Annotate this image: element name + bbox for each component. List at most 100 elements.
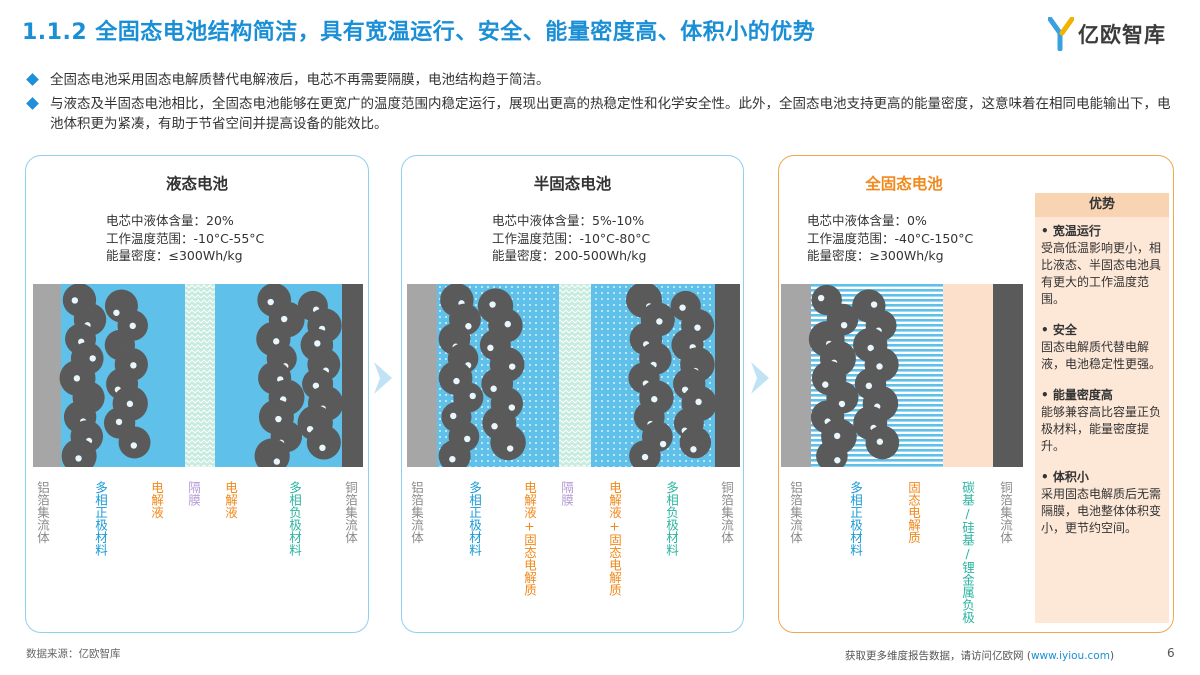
- layer-label: 固态电解质: [906, 481, 921, 544]
- bullet-item: 全固态电池采用固态电解质替代电解液后，电芯不再需要隔膜，电池结构趋于简洁。: [26, 70, 1176, 90]
- ion-dot: [506, 445, 514, 452]
- ion-dot: [73, 375, 81, 382]
- advantages-title: 优势: [1035, 193, 1169, 217]
- anode-layer: [943, 284, 993, 467]
- ion-dot: [449, 455, 456, 463]
- separator-layer: [559, 284, 591, 467]
- advantage-title: • 宽温运行: [1041, 224, 1101, 238]
- ion-dot: [865, 382, 873, 390]
- page-number: 6: [1167, 646, 1175, 660]
- bullet-text: 与液态及半固态电池相比，全固态电池能够在更宽广的温度范围内稳定运行，展现出更高的…: [50, 96, 1171, 132]
- advantage-item: • 体积小 采用固态电解质后无需隔膜，电池整体体积变小，更节约空间。: [1041, 469, 1163, 537]
- ion-dot: [679, 304, 686, 311]
- logo-text: 亿欧智库: [1078, 23, 1166, 47]
- layer-label: 电解液: [223, 481, 238, 519]
- advantage-title: • 安全: [1041, 323, 1077, 337]
- ion-dot: [314, 340, 321, 347]
- layer-label: 铜箔集流体: [998, 481, 1013, 544]
- panel-title: 半固态电池: [533, 175, 612, 193]
- ion-dot: [876, 438, 884, 445]
- ion-dot: [312, 382, 320, 389]
- ion-dot: [641, 453, 649, 461]
- battery-diagram: [407, 284, 740, 467]
- panel-title: 全固态电池: [865, 175, 943, 193]
- ion-dot: [504, 320, 511, 328]
- bullet-item: 与液态及半固态电池相比，全固态电池能够在更宽广的温度范围内稳定运行，展现出更高的…: [26, 94, 1176, 134]
- advantage-title: • 能量密度高: [1041, 388, 1113, 402]
- layer-label: 碳基/硅基/锂金属负极: [960, 481, 975, 624]
- yiou-logo-icon: [1047, 16, 1075, 52]
- bullet-text: 全固态电池采用固态电解质替代电解液后，电芯不再需要隔膜，电池结构趋于简洁。: [50, 72, 550, 88]
- ion-dot: [838, 400, 846, 408]
- ion-dot: [489, 301, 496, 308]
- cathode-particles: [59, 284, 151, 467]
- advantage-body: 受高低温影响更小，相比液态、半固态电池具有更大的工作温度范围。: [1041, 241, 1162, 306]
- layer-label: 电解液+固态电解质: [607, 481, 622, 596]
- active-particle: [438, 439, 471, 467]
- active-particle: [61, 438, 97, 467]
- ion-dot: [129, 322, 136, 330]
- layer-label: 电解液: [149, 481, 164, 519]
- active-particle: [254, 438, 290, 467]
- advantage-title: • 体积小: [1041, 470, 1089, 484]
- layer-label: 铝箔集流体: [35, 481, 50, 544]
- ion-dot: [651, 396, 658, 403]
- layer-label: 多相正极材料: [467, 481, 482, 556]
- ion-dot: [273, 458, 281, 465]
- spec-energy-density: 能量密度：≤300Wh/kg: [106, 248, 243, 263]
- diamond-icon: [26, 73, 39, 86]
- aluminum-collector: [407, 284, 437, 467]
- footer-note: 获取更多维度报告数据，请访问亿欧网 (www.iyiou.com): [845, 648, 1114, 663]
- separator-layer: [185, 284, 215, 467]
- battery-diagram: [33, 284, 363, 467]
- data-source: 数据来源：亿欧智库: [26, 648, 121, 660]
- ion-dot: [659, 440, 667, 448]
- arrow-right-icon: [749, 358, 773, 398]
- ion-dot: [464, 435, 471, 443]
- ion-dot: [71, 297, 79, 304]
- ion-dot: [834, 457, 841, 464]
- spec-energy-density: 能量密度：200-500Wh/kg: [492, 248, 647, 263]
- ion-dot: [275, 415, 282, 423]
- arrow-right-icon: [372, 358, 396, 398]
- layer-label: 铝箔集流体: [409, 481, 424, 544]
- advantage-item: • 安全 固态电解质代替电解液，电池稳定性更强。: [1041, 322, 1163, 373]
- ion-dot: [508, 404, 516, 411]
- anode-particles: [254, 284, 344, 467]
- ion-dot: [817, 294, 825, 302]
- spec-temp-range: 工作温度范围：-10°C-80°C: [492, 230, 651, 246]
- diamond-icon: [26, 97, 39, 110]
- spec-liquid-content: 电芯中液体含量：20%: [106, 213, 234, 228]
- footer-text: 获取更多维度报告数据，请访问亿欧网 (: [845, 650, 1031, 662]
- semi-solid-battery-panel: 半固态电池 电芯中液体含量：5%-10% 工作温度范围：-10°C-80°C 能…: [401, 155, 744, 633]
- active-particle: [490, 424, 526, 461]
- ion-dot: [656, 318, 663, 325]
- ion-dot: [694, 324, 701, 331]
- ion-dot: [75, 455, 82, 462]
- ion-dot: [465, 323, 472, 330]
- ion-dot: [840, 321, 848, 329]
- active-particle: [679, 426, 712, 459]
- ion-dot: [280, 315, 288, 323]
- ion-dot: [130, 362, 137, 369]
- ion-dot: [487, 344, 494, 352]
- advantage-item: • 宽温运行 受高低温影响更小，相比液态、半固态电池具有更大的工作温度范围。: [1041, 223, 1163, 308]
- anode-particles: [626, 284, 717, 467]
- layer-label: 多相负极材料: [664, 481, 679, 556]
- ion-dot: [491, 423, 498, 430]
- advantage-body: 能够兼容高比容量正负极材料，能量密度提升。: [1041, 405, 1162, 453]
- ion-dot: [867, 344, 874, 352]
- aluminum-collector: [781, 284, 811, 467]
- footer-close: ): [1109, 650, 1115, 662]
- layer-label: 隔膜: [186, 481, 201, 506]
- copper-collector: [715, 284, 740, 467]
- advantage-item: • 能量密度高 能够兼容高比容量正负极材料，能量密度提升。: [1041, 387, 1163, 455]
- cathode-particles: [808, 284, 900, 467]
- active-particle: [306, 425, 341, 460]
- ion-dot: [870, 301, 878, 308]
- all-solid-battery-panel: 全固态电池 电芯中液体含量：0% 工作温度范围：-40°C-150°C 能量密度…: [778, 155, 1174, 633]
- spec-temp-range: 工作温度范围：-40°C-150°C: [807, 230, 974, 246]
- ion-dot: [509, 363, 516, 370]
- website-link[interactable]: www.iyiou.com: [1030, 650, 1110, 662]
- bullet-list: 全固态电池采用固态电解质替代电解液后，电芯不再需要隔膜，电池结构趋于简洁。 与液…: [26, 70, 1176, 138]
